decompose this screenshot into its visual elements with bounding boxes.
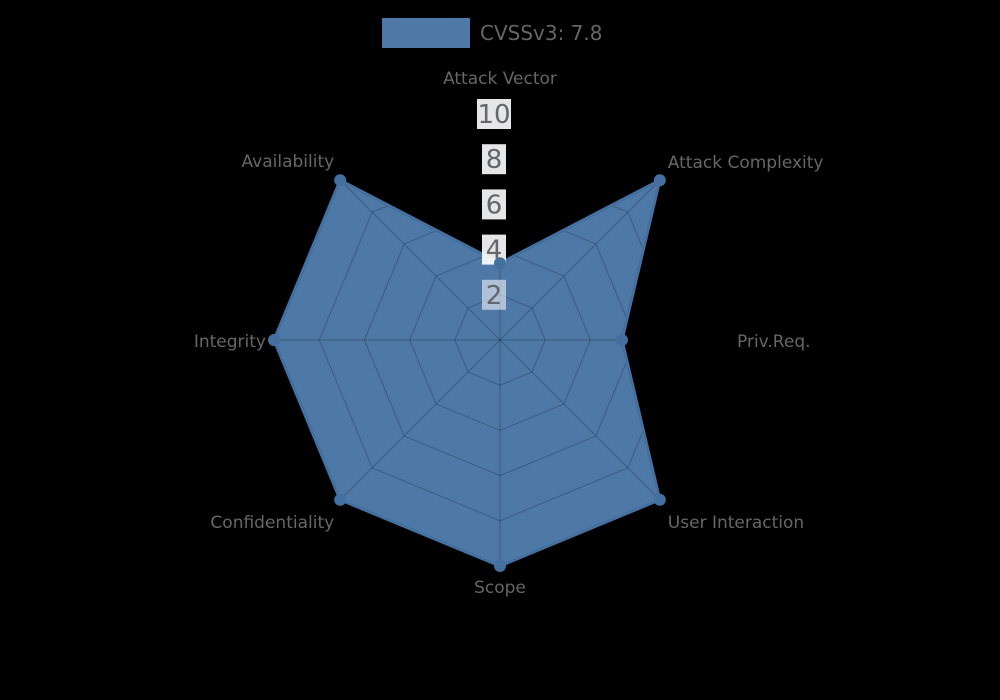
data-point-attack-complexity — [653, 174, 666, 187]
data-point-attack-vector — [494, 257, 506, 270]
tick-label-layer: 2 4 6 8 10 — [477, 100, 510, 311]
data-point-priv-req — [616, 334, 628, 346]
tick-label-6: 6 — [486, 190, 503, 220]
tick-label-4: 4 — [486, 236, 503, 266]
tick-label-2: 2 — [486, 281, 503, 311]
grid-spoke-availability — [339, 179, 501, 341]
data-point-availability — [334, 174, 347, 187]
axis-label-integrity: Integrity — [194, 332, 266, 352]
tick-backdrop-10 — [477, 99, 511, 129]
axis-label-layer: Attack Vector Attack Complexity Priv.Req. U… — [194, 69, 824, 598]
grid-ring-4 — [408, 248, 592, 432]
data-point-user-interaction — [653, 493, 666, 506]
chart-legend[interactable]: CVSSv3: 7.8 — [382, 18, 603, 48]
axis-label-confidentiality: Confidentiality — [210, 513, 334, 533]
grid-ring-8 — [318, 158, 682, 522]
tick-backdrop-8 — [482, 144, 506, 175]
data-point-integrity — [268, 334, 280, 346]
grid-ring-2 — [454, 294, 546, 386]
series-fill-layer — [274, 180, 660, 566]
axis-label-priv-req: Priv.Req. — [737, 332, 811, 352]
axis-label-attack-complexity: Attack Complexity — [668, 153, 824, 173]
grid-spoke-attack-complexity — [499, 179, 661, 341]
data-point-confidentiality — [334, 493, 347, 506]
axis-label-scope: Scope — [474, 578, 526, 598]
grid-spoke-user-interaction — [499, 339, 661, 501]
data-point-layer — [268, 174, 666, 572]
grid-ring-6 — [363, 203, 637, 477]
axis-label-attack-vector: Attack Vector — [443, 69, 557, 89]
tick-backdrop-layer — [477, 99, 511, 310]
legend-label[interactable]: CVSSv3: 7.8 — [480, 21, 603, 45]
axis-label-user-interaction: User Interaction — [668, 513, 804, 533]
tick-backdrop-2 — [482, 279, 506, 310]
grid-spoke-confidentiality — [339, 339, 501, 501]
legend-swatch[interactable] — [382, 18, 470, 48]
tick-backdrop-6 — [482, 189, 506, 220]
series-polygon-cvssv3-7-8 — [274, 180, 660, 566]
axis-label-availability: Availability — [242, 152, 335, 172]
data-point-scope — [494, 560, 506, 572]
tick-label-8: 8 — [486, 145, 503, 175]
tick-label-10: 10 — [477, 100, 510, 130]
